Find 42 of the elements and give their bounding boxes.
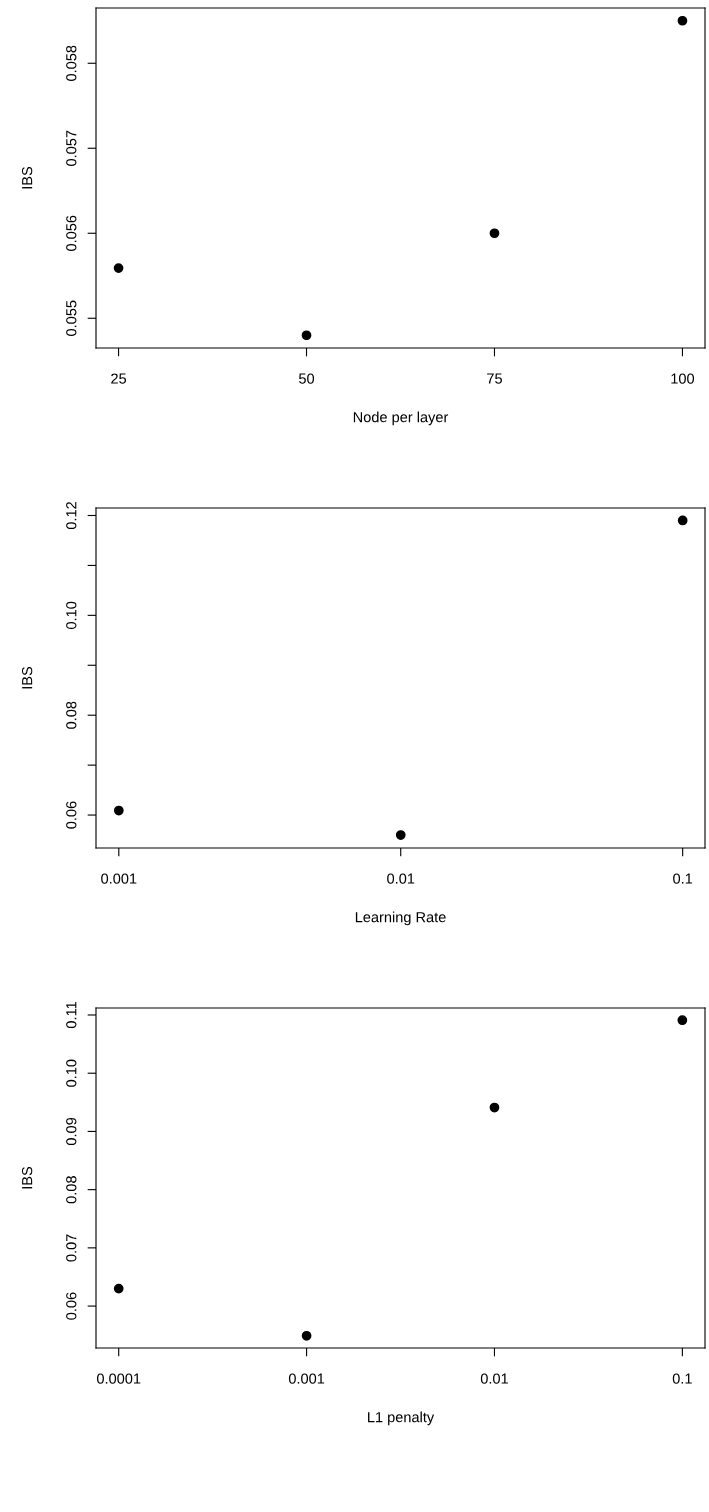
y-tick-label: 0.057 xyxy=(66,130,77,166)
x-tick-label: 0.01 xyxy=(387,873,415,884)
y-tick-label: 0.09 xyxy=(66,1117,77,1146)
y-tick-label: 0.07 xyxy=(66,1234,77,1262)
point xyxy=(677,15,688,26)
x-axis-title: L1 penalty xyxy=(368,1411,435,1426)
x-tick-label: 50 xyxy=(298,373,315,384)
point xyxy=(489,228,500,239)
point xyxy=(301,330,312,341)
point xyxy=(489,1102,500,1113)
y-tick-label: 0.08 xyxy=(66,1176,77,1204)
y-tick-label: 0.08 xyxy=(66,701,77,729)
y-tick-label: 0.12 xyxy=(66,502,77,530)
x-tick-label: 75 xyxy=(487,373,502,384)
point xyxy=(113,263,124,273)
point xyxy=(395,830,406,840)
point xyxy=(113,805,124,816)
y-axis-title: IBS xyxy=(21,666,33,689)
y-tick-label: 0.055 xyxy=(66,300,77,336)
point xyxy=(301,1330,312,1341)
x-tick-label: 25 xyxy=(111,373,127,384)
x-tick-label: 0.0001 xyxy=(96,1373,141,1384)
x-tick-label: 100 xyxy=(671,373,695,384)
y-tick-label: 0.056 xyxy=(66,215,77,251)
x-tick-label: 0.001 xyxy=(101,873,137,884)
x-tick-label: 0.001 xyxy=(288,1373,325,1384)
x-tick-label: 0.1 xyxy=(672,1373,692,1384)
x-axis-title: Learning Rate xyxy=(355,911,446,926)
y-tick-label: 0.06 xyxy=(66,801,77,829)
y-tick-label: 0.11 xyxy=(66,1002,77,1029)
point xyxy=(677,1015,688,1026)
y-axis-title: IBS xyxy=(21,166,33,189)
y-axis-title: IBS xyxy=(21,1166,33,1189)
x-tick-label: 0.1 xyxy=(673,873,693,884)
y-tick-label: 0.058 xyxy=(66,45,77,81)
y-tick-label: 0.10 xyxy=(66,1059,77,1087)
point xyxy=(677,515,688,526)
y-tick-label: 0.10 xyxy=(66,601,77,629)
x-axis-title: Node per layer xyxy=(353,411,449,426)
y-tick-label: 0.06 xyxy=(66,1292,77,1320)
point xyxy=(113,1283,124,1294)
x-tick-label: 0.01 xyxy=(480,1373,508,1384)
